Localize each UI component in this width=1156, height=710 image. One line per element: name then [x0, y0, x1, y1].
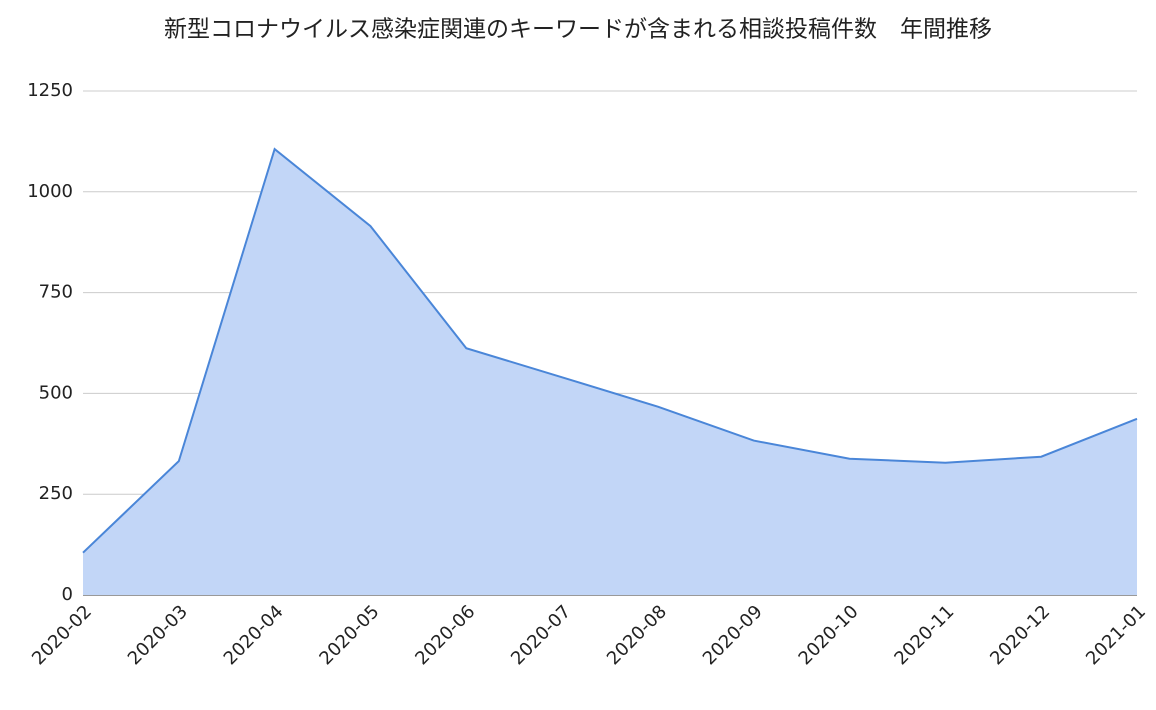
- x-tick-label: 2020-11: [890, 601, 958, 669]
- x-tick-label: 2020-10: [795, 601, 863, 669]
- x-tick-label: 2020-02: [28, 601, 96, 669]
- y-tick-label: 1000: [27, 181, 73, 202]
- x-tick-label: 2020-07: [507, 601, 575, 669]
- x-tick-label: 2020-08: [603, 601, 671, 669]
- area-fill: [83, 149, 1137, 596]
- y-tick-label: 750: [39, 282, 73, 303]
- x-tick-label: 2020-04: [220, 601, 288, 669]
- y-tick-label: 250: [39, 483, 73, 504]
- x-tick-label: 2020-09: [699, 601, 767, 669]
- x-tick-label: 2020-03: [124, 601, 192, 669]
- y-tick-label: 1250: [27, 80, 73, 101]
- x-tick-label: 2021-01: [1082, 601, 1150, 669]
- x-tick-label: 2020-05: [315, 601, 383, 669]
- y-tick-label: 0: [62, 584, 73, 605]
- x-tick-label: 2020-06: [411, 601, 479, 669]
- chart-title: 新型コロナウイルス感染症関連のキーワードが含まれる相談投稿件数 年間推移: [164, 17, 992, 43]
- area-line: [82, 147, 1138, 554]
- y-tick-label: 500: [39, 382, 73, 403]
- x-tick-label: 2020-12: [986, 601, 1054, 669]
